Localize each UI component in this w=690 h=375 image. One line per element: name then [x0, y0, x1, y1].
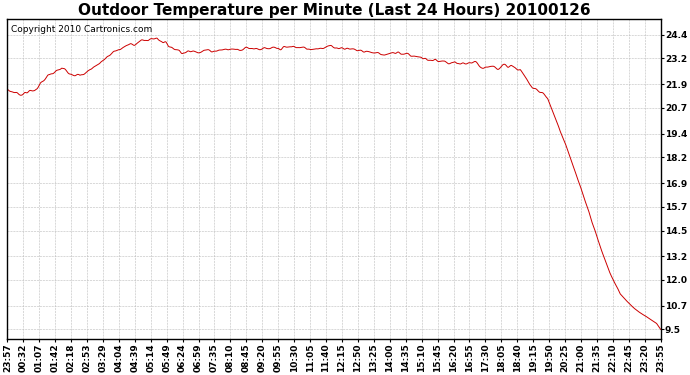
Title: Outdoor Temperature per Minute (Last 24 Hours) 20100126: Outdoor Temperature per Minute (Last 24 …	[78, 3, 590, 18]
Text: Copyright 2010 Cartronics.com: Copyright 2010 Cartronics.com	[10, 26, 152, 34]
